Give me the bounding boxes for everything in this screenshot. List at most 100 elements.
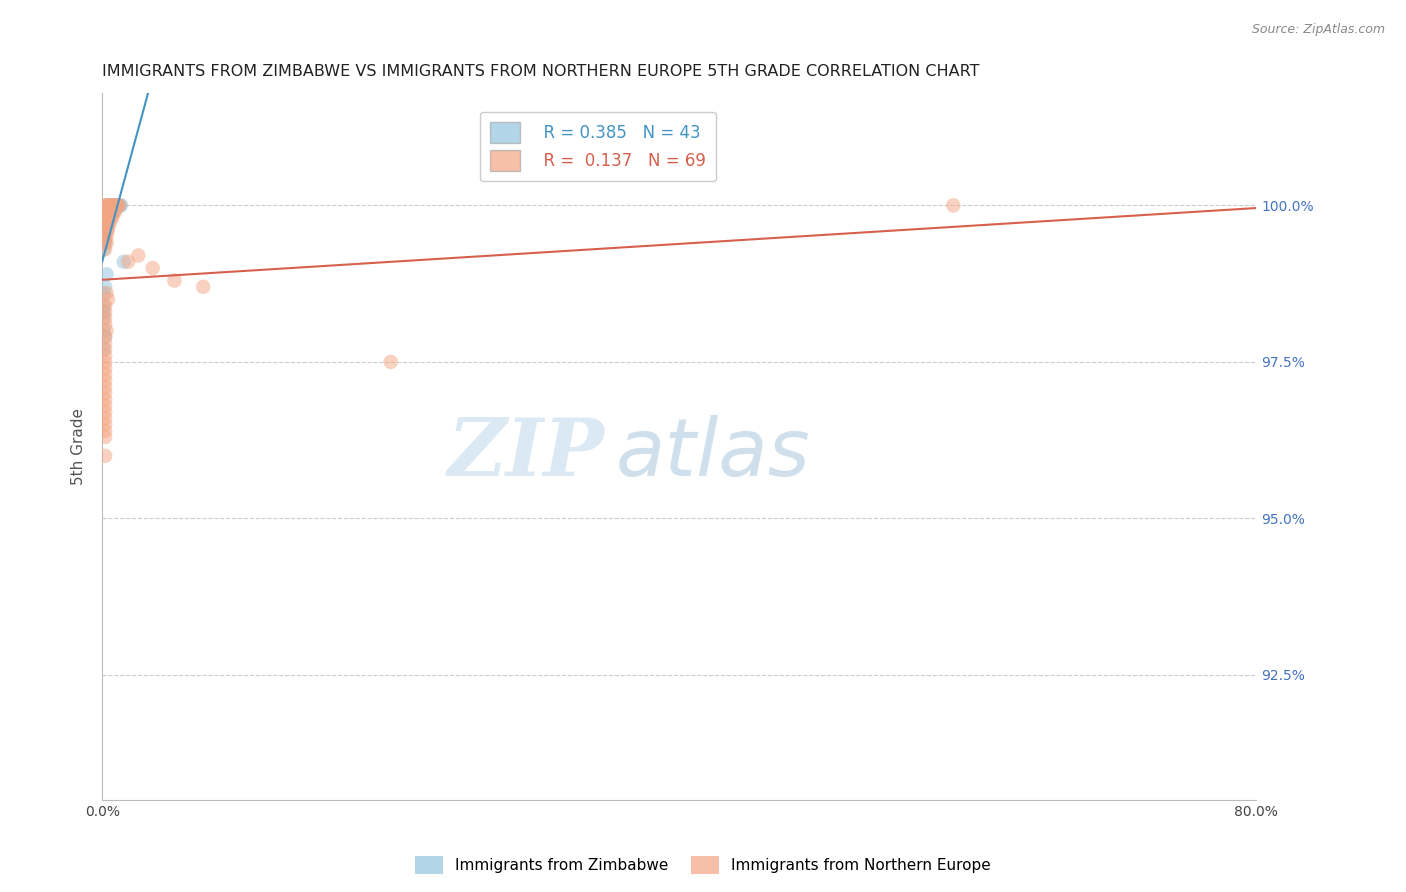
Point	[94, 204, 117, 219]
Point	[94, 368, 117, 382]
Point	[94, 361, 117, 376]
Point	[93, 286, 115, 301]
Point	[94, 399, 117, 413]
Point	[380, 355, 402, 369]
Point	[96, 217, 118, 231]
Point	[97, 223, 120, 237]
Point	[942, 198, 965, 212]
Text: IMMIGRANTS FROM ZIMBABWE VS IMMIGRANTS FROM NORTHERN EUROPE 5TH GRADE CORRELATIO: IMMIGRANTS FROM ZIMBABWE VS IMMIGRANTS F…	[103, 64, 980, 79]
Point	[96, 211, 118, 225]
Point	[142, 260, 165, 275]
Point	[97, 293, 120, 307]
Point	[94, 380, 117, 394]
Point	[97, 217, 120, 231]
Point	[103, 198, 125, 212]
Point	[101, 211, 124, 225]
Point	[94, 198, 117, 212]
Point	[94, 242, 117, 256]
Point	[97, 217, 120, 231]
Point	[94, 229, 117, 244]
Point	[94, 417, 117, 432]
Legend: Immigrants from Zimbabwe, Immigrants from Northern Europe: Immigrants from Zimbabwe, Immigrants fro…	[409, 850, 997, 880]
Point	[98, 211, 121, 225]
Point	[94, 311, 117, 326]
Point	[94, 449, 117, 463]
Text: Source: ZipAtlas.com: Source: ZipAtlas.com	[1251, 23, 1385, 37]
Point	[101, 204, 124, 219]
Point	[94, 280, 117, 294]
Point	[94, 229, 117, 244]
Text: atlas: atlas	[616, 415, 810, 492]
Point	[96, 324, 118, 338]
Point	[108, 198, 131, 212]
Point	[94, 235, 117, 250]
Point	[105, 198, 128, 212]
Point	[103, 198, 125, 212]
Point	[94, 305, 117, 319]
Point	[96, 229, 118, 244]
Point	[98, 198, 121, 212]
Point	[93, 311, 115, 326]
Point	[100, 204, 122, 219]
Point	[100, 198, 122, 212]
Point	[93, 324, 115, 338]
Point	[110, 198, 132, 212]
Point	[107, 198, 129, 212]
Point	[94, 318, 117, 332]
Point	[98, 204, 121, 219]
Point	[101, 198, 124, 212]
Point	[96, 198, 118, 212]
Point	[93, 235, 115, 250]
Point	[94, 386, 117, 401]
Point	[94, 217, 117, 231]
Text: ZIP: ZIP	[447, 415, 605, 492]
Point	[104, 204, 127, 219]
Point	[96, 223, 118, 237]
Point	[93, 299, 115, 313]
Point	[96, 198, 118, 212]
Point	[96, 204, 118, 219]
Point	[96, 223, 118, 237]
Point	[97, 204, 120, 219]
Point	[96, 267, 118, 281]
Point	[94, 211, 117, 225]
Point	[108, 198, 131, 212]
Point	[98, 198, 121, 212]
Point	[94, 392, 117, 407]
Point	[94, 299, 117, 313]
Point	[107, 198, 129, 212]
Y-axis label: 5th Grade: 5th Grade	[72, 408, 86, 485]
Point	[93, 217, 115, 231]
Point	[94, 223, 117, 237]
Point	[93, 343, 115, 357]
Point	[97, 198, 120, 212]
Point	[94, 349, 117, 363]
Point	[103, 204, 125, 219]
Point	[100, 204, 122, 219]
Legend:   R = 0.385   N = 43,   R =  0.137   N = 69: R = 0.385 N = 43, R = 0.137 N = 69	[479, 112, 716, 181]
Point	[100, 211, 122, 225]
Point	[94, 405, 117, 419]
Point	[94, 204, 117, 219]
Point	[97, 211, 120, 225]
Point	[94, 343, 117, 357]
Point	[101, 204, 124, 219]
Point	[94, 330, 117, 344]
Point	[93, 242, 115, 256]
Point	[96, 235, 118, 250]
Point	[93, 229, 115, 244]
Point	[94, 223, 117, 237]
Point	[94, 355, 117, 369]
Point	[94, 430, 117, 444]
Point	[94, 424, 117, 438]
Point	[98, 217, 121, 231]
Point	[94, 235, 117, 250]
Point	[101, 198, 124, 212]
Point	[104, 198, 127, 212]
Point	[96, 286, 118, 301]
Point	[98, 211, 121, 225]
Point	[112, 254, 135, 268]
Point	[127, 248, 149, 262]
Point	[94, 330, 117, 344]
Point	[100, 198, 122, 212]
